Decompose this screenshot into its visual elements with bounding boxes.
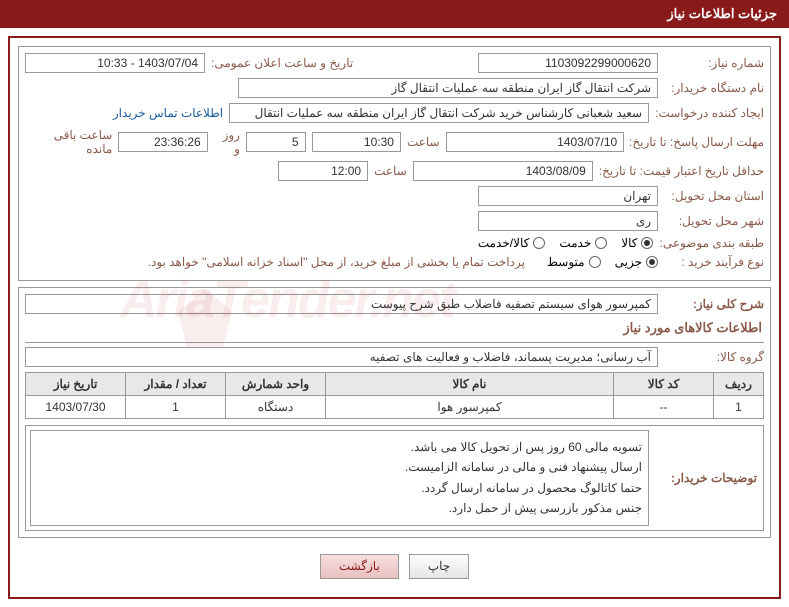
days-separator: روز و: [214, 128, 240, 156]
need-panel: شرح کلی نیاز: کمپرسور هوای سیستم تصفیه ف…: [18, 287, 771, 538]
th-name: نام کالا: [326, 373, 614, 396]
buyer-description-label: توضیحات خریدار:: [653, 426, 763, 530]
category-label: طبقه بندی موضوعی:: [659, 236, 764, 250]
th-date: تاریخ نیاز: [26, 373, 126, 396]
radio-circle-icon: [641, 237, 653, 249]
time-label-2: ساعت: [374, 164, 407, 178]
city-label: شهر محل تحویل:: [664, 214, 764, 228]
goods-section-title: اطلاعات کالاهای مورد نیاز: [27, 320, 762, 336]
radio-service-label: خدمت: [559, 236, 591, 250]
radio-small-label: جزیی: [615, 255, 642, 269]
cell-name: کمپرسور هوا: [326, 396, 614, 419]
desc-line: جنس مذکور بازرسی پیش از حمل دارد.: [37, 498, 642, 518]
radio-small[interactable]: جزیی: [615, 255, 658, 269]
radio-goods-label: کالا: [621, 236, 637, 250]
deadline-time-value: 10:30: [312, 132, 401, 152]
desc-line: حتما کاتالوگ محصول در سامانه ارسال گردد.: [37, 478, 642, 498]
province-value: تهران: [478, 186, 658, 206]
radio-service[interactable]: خدمت: [559, 236, 607, 250]
radio-goods[interactable]: کالا: [621, 236, 653, 250]
buyer-value: شرکت انتقال گاز ایران منطقه سه عملیات ان…: [238, 78, 658, 98]
cell-date: 1403/07/30: [26, 396, 126, 419]
city-value: ری: [478, 211, 658, 231]
radio-circle-icon: [533, 237, 545, 249]
radio-both[interactable]: کالا/خدمت: [478, 236, 545, 250]
announce-date-label: تاریخ و ساعت اعلان عمومی:: [211, 56, 353, 70]
deadline-label: مهلت ارسال پاسخ: تا تاریخ:: [630, 135, 764, 149]
need-number-label: شماره نیاز:: [664, 56, 764, 70]
need-title-label: شرح کلی نیاز:: [664, 297, 764, 311]
print-button[interactable]: چاپ: [409, 554, 469, 579]
purchase-type-label: نوع فرآیند خرید :: [664, 255, 764, 269]
divider: [25, 342, 764, 343]
province-label: استان محل تحویل:: [664, 189, 764, 203]
cell-unit: دستگاه: [226, 396, 326, 419]
goods-group-label: گروه کالا:: [664, 350, 764, 364]
radio-circle-icon: [595, 237, 607, 249]
remaining-label: ساعت باقی مانده: [25, 128, 112, 156]
cell-row: 1: [714, 396, 764, 419]
requester-label: ایجاد کننده درخواست:: [655, 106, 764, 120]
category-radio-group: کالا خدمت کالا/خدمت: [478, 236, 654, 250]
buyer-description-content: تسویه مالی 60 روز پس از تحویل کالا می با…: [30, 430, 649, 526]
validity-label: حداقل تاریخ اعتبار قیمت: تا تاریخ:: [599, 164, 764, 178]
th-row: ردیف: [714, 373, 764, 396]
table-row: 1 -- کمپرسور هوا دستگاه 1 1403/07/30: [26, 396, 764, 419]
deadline-date-value: 1403/07/10: [446, 132, 625, 152]
th-code: کد کالا: [614, 373, 714, 396]
cell-code: --: [614, 396, 714, 419]
desc-line: ارسال پیشنهاد فنی و مالی در سامانه الزام…: [37, 457, 642, 477]
validity-date-value: 1403/08/09: [413, 161, 593, 181]
announce-date-value: 1403/07/04 - 10:33: [25, 53, 205, 73]
requester-value: سعید شعبانی کارشناس خرید شرکت انتقال گاز…: [229, 103, 649, 123]
back-button[interactable]: بازگشت: [320, 554, 399, 579]
purchase-note: پرداخت تمام یا بخشی از مبلغ خرید، از محل…: [148, 255, 525, 269]
radio-medium-label: متوسط: [547, 255, 585, 269]
button-row: چاپ بازگشت: [18, 544, 771, 589]
purchase-radio-group: جزیی متوسط: [547, 255, 658, 269]
th-unit: واحد شمارش: [226, 373, 326, 396]
goods-table: ردیف کد کالا نام کالا واحد شمارش تعداد /…: [25, 372, 764, 419]
need-number-value: 1103092299000620: [478, 53, 658, 73]
desc-line: تسویه مالی 60 روز پس از تحویل کالا می با…: [37, 437, 642, 457]
radio-both-label: کالا/خدمت: [478, 236, 529, 250]
days-remaining-value: 5: [246, 132, 306, 152]
goods-group-value: آب رسانی؛ مدیریت پسماند، فاضلاب و فعالیت…: [25, 347, 658, 367]
main-info-panel: شماره نیاز: 1103092299000620 تاریخ و ساع…: [18, 46, 771, 281]
radio-circle-icon: [646, 256, 658, 268]
page-title: جزئیات اطلاعات نیاز: [0, 0, 789, 28]
buyer-label: نام دستگاه خریدار:: [664, 81, 764, 95]
countdown-value: 23:36:26: [118, 132, 207, 152]
radio-medium[interactable]: متوسط: [547, 255, 601, 269]
time-label-1: ساعت: [407, 135, 440, 149]
validity-time-value: 12:00: [278, 161, 368, 181]
buyer-contact-link[interactable]: اطلاعات تماس خریدار: [113, 106, 223, 120]
buyer-description-section: توضیحات خریدار: تسویه مالی 60 روز پس از …: [25, 425, 764, 531]
cell-qty: 1: [126, 396, 226, 419]
th-qty: تعداد / مقدار: [126, 373, 226, 396]
need-title-value: کمپرسور هوای سیستم تصفیه فاضلاب طبق شرح …: [25, 294, 658, 314]
radio-circle-icon: [589, 256, 601, 268]
